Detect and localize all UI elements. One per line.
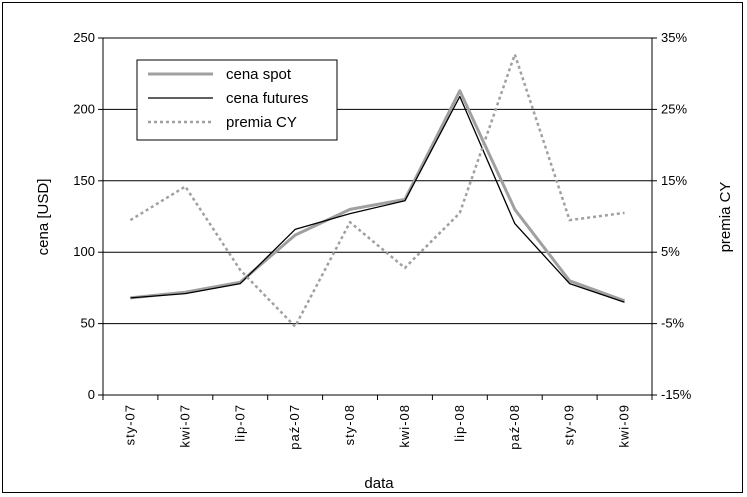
x-tick-label: kwi-08	[397, 404, 412, 448]
y-tick-label: 0	[88, 387, 95, 402]
y2-tick-label: -15%	[661, 387, 692, 402]
grid-lines	[103, 37, 652, 325]
x-tick-label: kwi-07	[177, 404, 192, 448]
axes	[98, 37, 657, 400]
legend-label: cena futures	[226, 90, 309, 107]
y-axis-title: cena [USD]	[35, 179, 52, 256]
y-tick-label: 250	[73, 30, 95, 45]
chart-frame	[2, 2, 743, 493]
y-tick-label: 100	[73, 244, 95, 259]
x-tick-label: paź-08	[507, 404, 522, 450]
series-line-0	[130, 89, 626, 303]
y-tick-label: 50	[81, 316, 95, 331]
y2-axis-title: premia CY	[717, 182, 734, 253]
y-tick-label: 200	[73, 101, 95, 116]
tick-labels: 0 50 100 150 200 250 -15% -5% 5% 15% 25% 35% sty-07 k…	[73, 30, 691, 450]
x-tick-label: kwi-09	[617, 404, 632, 448]
x-tick-label: sty-08	[342, 404, 357, 445]
x-tick-label: paź-07	[287, 404, 302, 450]
y2-tick-label: 25%	[661, 101, 687, 116]
x-tick-label: sty-07	[122, 404, 137, 445]
x-tick-label: lip-08	[452, 404, 467, 442]
legend-label: cena spot	[226, 66, 292, 83]
series-line-1	[130, 95, 625, 303]
y2-tick-label: 15%	[661, 173, 687, 188]
x-tick-label: lip-07	[232, 404, 247, 442]
y2-tick-label: 35%	[661, 30, 687, 45]
series-lines	[129, 53, 626, 328]
series-line-2	[129, 53, 625, 328]
x-tick-label: sty-09	[562, 404, 577, 445]
legend: cena spot cena futures premia CY	[136, 59, 338, 141]
y2-tick-label: -5%	[661, 316, 685, 331]
legend-label: premia CY	[226, 114, 297, 131]
y-tick-label: 150	[73, 173, 95, 188]
x-axis-title: data	[364, 475, 394, 492]
y2-tick-label: 5%	[661, 244, 680, 259]
